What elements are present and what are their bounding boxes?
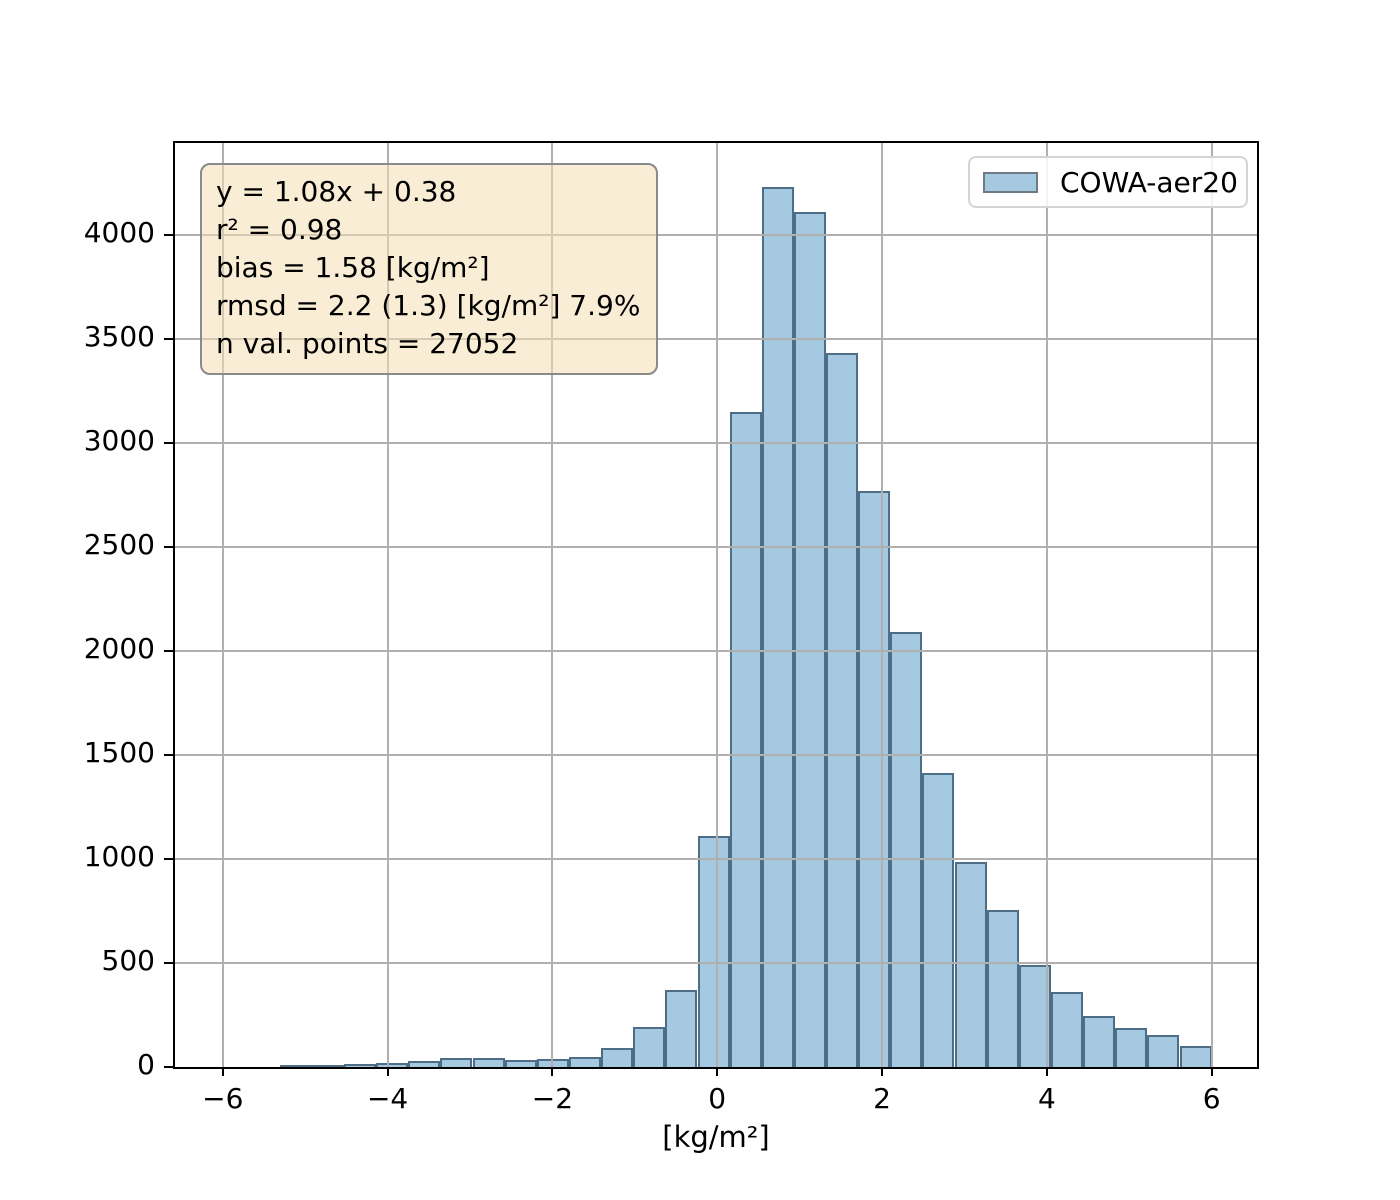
x-tick-mark: [1210, 1067, 1213, 1076]
x-tick-mark: [1045, 1067, 1048, 1076]
stats-line-npoints: n val. points = 27052: [216, 327, 519, 360]
y-tick-label: 0: [137, 1048, 155, 1081]
x-tick-label: 4: [1037, 1082, 1056, 1115]
y-tick-mark: [164, 857, 173, 860]
x-gridline: [221, 143, 224, 1067]
x-tick-mark: [386, 1067, 389, 1076]
y-gridline: [175, 337, 1257, 340]
stats-line-r2: r² = 0.98: [216, 213, 343, 246]
x-tick-label: 0: [708, 1082, 727, 1115]
histogram-bar: [793, 211, 826, 1067]
y-tick-mark: [164, 961, 173, 964]
stats-line-bias: bias = 1.58 [kg/m²]: [216, 251, 490, 284]
x-tick-label: 6: [1202, 1082, 1221, 1115]
histogram-bar: [858, 490, 891, 1067]
histogram-bar: [568, 1057, 601, 1067]
x-gridline: [386, 143, 389, 1067]
y-tick-label: 3500: [83, 319, 155, 353]
histogram-bar: [1115, 1027, 1148, 1067]
x-tick-mark: [881, 1067, 883, 1076]
histogram-bar: [697, 836, 730, 1067]
histogram-bar: [601, 1047, 634, 1067]
histogram-bar: [633, 1026, 666, 1067]
histogram-bar: [440, 1058, 473, 1067]
legend-label: COWA-aer20: [1060, 165, 1238, 199]
histogram-bar: [890, 632, 923, 1067]
histogram-bar: [504, 1059, 537, 1067]
stats-line-rmsd: rmsd = 2.2 (1.3) [kg/m²] 7.9%: [216, 289, 641, 322]
x-gridline: [881, 143, 883, 1067]
histogram-bar: [1083, 1016, 1116, 1067]
x-tick-label: −6: [202, 1082, 244, 1115]
y-tick-label: 1000: [83, 839, 155, 873]
stats-annotation-box: y = 1.08x + 0.38 r² = 0.98 bias = 1.58 […: [200, 163, 659, 375]
histogram-bar: [986, 909, 1019, 1067]
y-tick-label: 4000: [83, 215, 155, 249]
y-tick-mark: [164, 233, 173, 236]
y-tick-label: 3000: [83, 423, 155, 457]
histogram-bar: [826, 353, 859, 1067]
y-gridline: [175, 753, 1257, 756]
x-axis-label: [kg/m²]: [662, 1120, 770, 1154]
histogram-bar: [376, 1063, 409, 1067]
y-tick-mark: [164, 337, 173, 340]
y-gridline: [175, 545, 1257, 548]
histogram-bar: [761, 186, 794, 1067]
y-tick-label: 1500: [83, 735, 155, 769]
stats-line-fit: y = 1.08x + 0.38: [216, 175, 457, 208]
y-gridline: [175, 233, 1257, 236]
histogram-bar: [472, 1058, 505, 1067]
y-gridline: [175, 649, 1257, 652]
y-tick-label: 2000: [83, 631, 155, 665]
histogram-bar: [665, 990, 698, 1067]
x-tick-mark: [551, 1067, 554, 1076]
x-gridline: [716, 143, 719, 1067]
x-gridline: [1210, 143, 1213, 1067]
x-gridline: [1045, 143, 1048, 1067]
y-tick-mark: [164, 753, 173, 756]
y-tick-mark: [164, 441, 173, 444]
histogram-bar: [1147, 1035, 1180, 1067]
x-tick-label: 2: [873, 1082, 891, 1115]
x-tick-mark: [716, 1067, 719, 1076]
y-gridline: [175, 961, 1257, 964]
histogram-bar: [1179, 1046, 1212, 1067]
histogram-bar: [954, 862, 987, 1067]
histogram-bar: [408, 1061, 441, 1067]
histogram-bar: [1051, 992, 1084, 1067]
y-tick-label: 500: [101, 943, 155, 977]
histogram-bar: [922, 772, 955, 1067]
y-tick-mark: [164, 1066, 173, 1068]
y-gridline: [175, 441, 1257, 444]
x-tick-label: −2: [531, 1082, 574, 1115]
y-tick-mark: [164, 649, 173, 652]
histogram-bar: [279, 1065, 312, 1067]
y-gridline: [175, 857, 1257, 860]
y-tick-mark: [164, 545, 173, 548]
histogram-bar: [343, 1064, 376, 1067]
histogram-bar: [311, 1065, 344, 1067]
legend-color-patch: [983, 171, 1038, 193]
legend: COWA-aer20: [968, 156, 1248, 208]
histogram-bar: [1018, 965, 1051, 1067]
x-gridline: [551, 143, 554, 1067]
y-tick-label: 2500: [83, 527, 155, 561]
x-tick-label: −4: [366, 1082, 409, 1115]
histogram-bar: [729, 411, 762, 1067]
x-tick-mark: [221, 1067, 224, 1076]
plot-area: y = 1.08x + 0.38 r² = 0.98 bias = 1.58 […: [173, 141, 1259, 1069]
